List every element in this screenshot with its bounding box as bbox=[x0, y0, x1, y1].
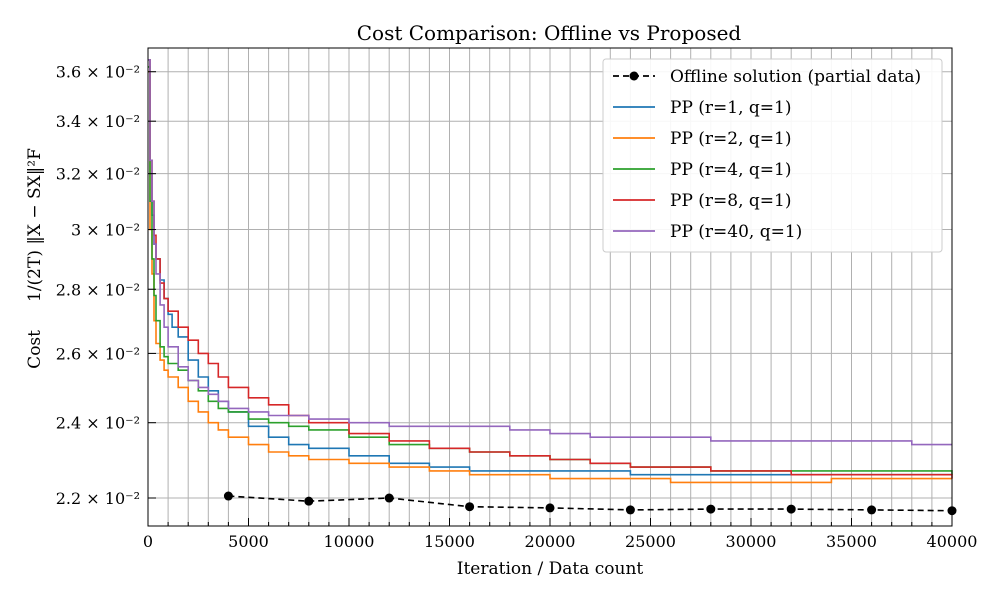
series-layer bbox=[148, 59, 957, 516]
x-tick-label: 0 bbox=[143, 532, 153, 551]
legend-marker bbox=[629, 71, 639, 81]
offline-marker bbox=[223, 491, 233, 501]
y-tick-label: 3.6 × 10⁻² bbox=[56, 63, 140, 82]
y-axis-formula: 1/(2T) ‖X − SX‖²F bbox=[25, 148, 45, 302]
offline-marker bbox=[545, 503, 555, 513]
legend-label: PP (r=1, q=1) bbox=[670, 98, 791, 118]
x-tick-label: 25000 bbox=[625, 532, 676, 551]
legend: Offline solution (partial data) PP (r=1, … bbox=[602, 58, 943, 253]
legend-box bbox=[602, 58, 943, 253]
offline-marker bbox=[384, 493, 394, 503]
series-line-offline bbox=[228, 495, 953, 512]
y-tick-label: 2.8 × 10⁻² bbox=[56, 280, 140, 299]
y-tick-label: 2.2 × 10⁻² bbox=[56, 489, 140, 508]
y-axis-label-group: Cost 1/(2T) ‖X − SX‖²F bbox=[25, 148, 45, 369]
x-tick-label: 15000 bbox=[424, 532, 475, 551]
offline-marker bbox=[304, 496, 314, 506]
axis-ticks: 0 5000 10000 15000 20000 25000 30000 35000 40000… bbox=[56, 63, 978, 551]
x-tick-label: 35000 bbox=[826, 532, 877, 551]
y-tick-label: 3.4 × 10⁻² bbox=[56, 112, 140, 131]
legend-label: PP (r=8, q=1) bbox=[670, 191, 791, 211]
legend-label: PP (r=40, q=1) bbox=[670, 222, 802, 242]
y-tick-label: 3.2 × 10⁻² bbox=[56, 165, 140, 184]
y-tick-label: 3 × 10⁻² bbox=[71, 221, 140, 240]
series-line bbox=[148, 70, 952, 484]
y-tick-label: 2.6 × 10⁻² bbox=[56, 344, 140, 363]
x-tick-label: 30000 bbox=[726, 532, 777, 551]
legend-label: PP (r=4, q=1) bbox=[670, 160, 791, 180]
legend-label: PP (r=2, q=1) bbox=[670, 129, 791, 149]
offline-marker bbox=[706, 504, 716, 514]
y-axis-label: Cost bbox=[25, 330, 45, 369]
x-tick-label: 40000 bbox=[927, 532, 978, 551]
y-tick-label: 2.4 × 10⁻² bbox=[56, 414, 140, 433]
offline-marker bbox=[786, 504, 796, 514]
x-tick-label: 20000 bbox=[525, 532, 576, 551]
x-axis-label: Iteration / Data count bbox=[457, 559, 644, 579]
chart-title: Cost Comparison: Offline vs Proposed bbox=[357, 21, 742, 45]
offline-marker bbox=[867, 505, 877, 515]
offline-marker bbox=[625, 505, 635, 515]
x-tick-label: 10000 bbox=[324, 532, 375, 551]
x-tick-label: 5000 bbox=[228, 532, 269, 551]
series-line bbox=[148, 59, 952, 446]
offline-marker bbox=[465, 502, 475, 512]
legend-label: Offline solution (partial data) bbox=[670, 67, 921, 87]
